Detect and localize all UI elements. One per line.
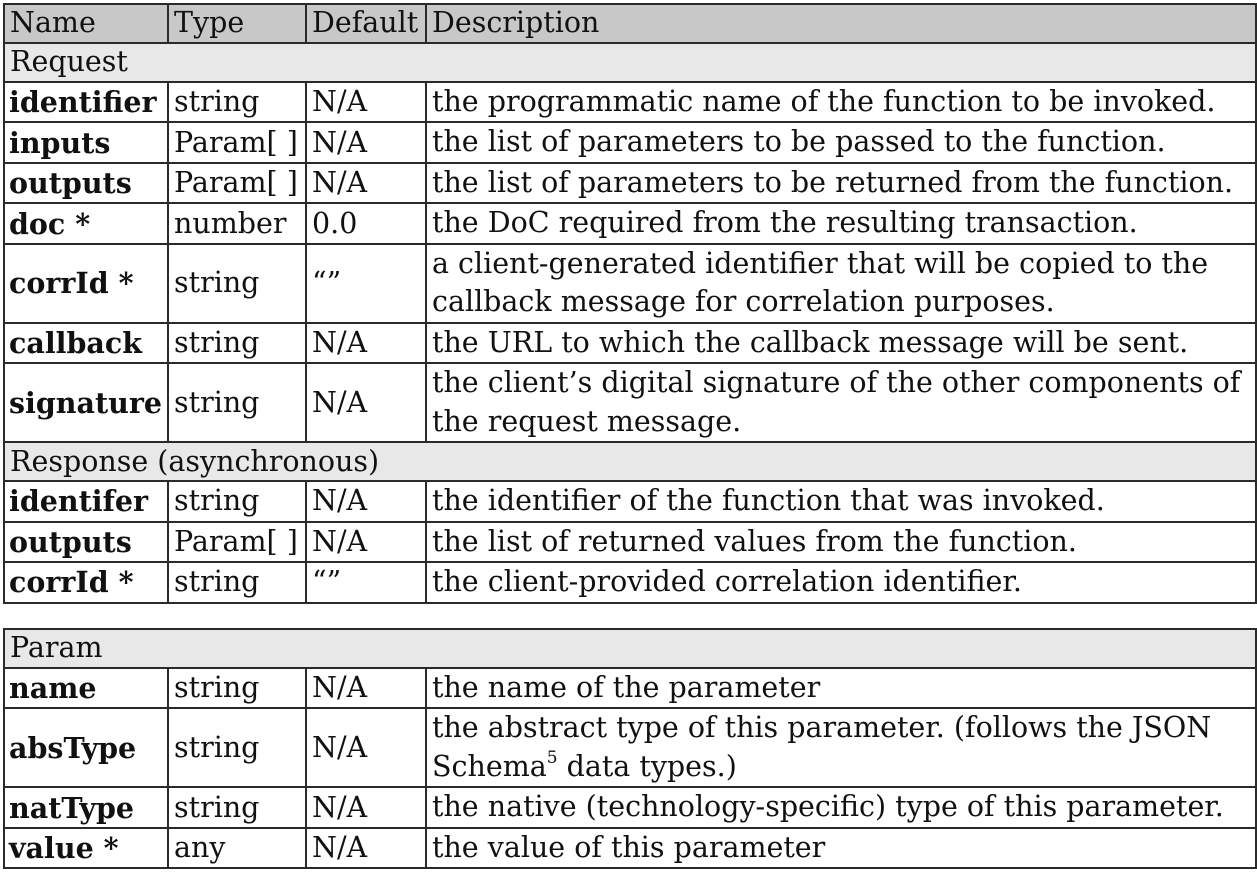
field-description: the client-provided correlation identifi… xyxy=(425,561,1257,604)
table-row: absType string N/A the abstract type of … xyxy=(3,707,1257,789)
field-name: corrId * xyxy=(3,242,169,324)
field-type: string xyxy=(167,480,307,523)
field-default: 0.0 xyxy=(305,202,427,245)
field-default: N/A xyxy=(305,161,427,205)
field-description: the abstract type of this parameter. (fo… xyxy=(424,707,1257,789)
field-default: N/A xyxy=(305,80,427,124)
header-row: Name Type Default Description xyxy=(3,3,1257,44)
table-row: value * any N/A the value of this parame… xyxy=(3,826,1257,870)
field-default: N/A xyxy=(305,321,427,365)
field-default: N/A xyxy=(305,121,427,164)
description-text: the abstract type of this parameter. (fo… xyxy=(432,711,1212,783)
field-name: inputs xyxy=(3,121,169,164)
field-type: number xyxy=(167,202,307,245)
field-name: absType xyxy=(3,707,169,789)
footnote-mark: 5 xyxy=(546,748,558,769)
field-default: N/A xyxy=(305,826,427,870)
field-description: the identifier of the function that was … xyxy=(425,480,1257,523)
field-default: N/A xyxy=(305,520,427,564)
field-description: the native (technology-specific) type of… xyxy=(424,786,1257,829)
section-label: Request xyxy=(3,42,1257,83)
section-row-request: Request xyxy=(3,42,1257,83)
field-type: any xyxy=(167,826,307,870)
table-row: corrId * string “” a client-generated id… xyxy=(3,242,1257,324)
table-row: doc * number 0.0 the DoC required from t… xyxy=(3,202,1257,245)
table-row: inputs Param[ ] N/A the list of paramete… xyxy=(3,121,1257,164)
field-name: identifier xyxy=(3,80,169,124)
field-default: N/A xyxy=(305,480,427,523)
header-type: Type xyxy=(167,3,307,44)
param-table: Param name string N/A the name of the pa… xyxy=(2,628,1257,870)
field-name: signature xyxy=(3,362,169,444)
table-row: outputs Param[ ] N/A the list of paramet… xyxy=(3,161,1257,205)
field-name: value * xyxy=(3,826,169,870)
section-row-response: Response (asynchronous) xyxy=(3,441,1257,483)
field-description: the name of the parameter xyxy=(424,666,1257,710)
field-type: string xyxy=(167,786,307,829)
field-default: N/A xyxy=(305,362,427,444)
field-default: “” xyxy=(305,242,427,324)
section-row-param: Param xyxy=(2,628,1257,669)
header-name: Name xyxy=(3,3,169,44)
field-description: the list of parameters to be returned fr… xyxy=(425,161,1257,205)
field-type: string xyxy=(167,707,307,789)
field-name: outputs xyxy=(3,520,169,564)
field-default: “” xyxy=(305,561,427,604)
field-type: string xyxy=(167,321,307,365)
field-name: doc * xyxy=(3,202,169,245)
table-row: name string N/A the name of the paramete… xyxy=(3,666,1257,710)
header-description: Description xyxy=(425,3,1257,44)
function-request-response-table: Name Type Default Description Request id… xyxy=(3,3,1257,604)
field-name: outputs xyxy=(3,161,169,205)
field-description: a client-generated identifier that will … xyxy=(425,242,1257,324)
field-type: string xyxy=(167,666,307,710)
field-default: N/A xyxy=(305,666,427,710)
field-default: N/A xyxy=(305,786,427,829)
field-name: natType xyxy=(3,786,169,829)
field-description: the list of parameters to be passed to t… xyxy=(425,121,1257,164)
field-default: N/A xyxy=(305,707,427,789)
table-row: identifier string N/A the programmatic n… xyxy=(3,80,1257,124)
section-label: Param xyxy=(2,628,1257,669)
field-type: Param[ ] xyxy=(167,121,307,164)
field-type: string xyxy=(167,242,307,324)
field-name: name xyxy=(3,666,169,710)
table-row: outputs Param[ ] N/A the list of returne… xyxy=(3,520,1257,564)
field-name: corrId * xyxy=(3,561,169,604)
field-description: the programmatic name of the function to… xyxy=(425,80,1257,124)
table-row: identifer string N/A the identifier of t… xyxy=(3,480,1257,523)
field-description: the list of returned values from the fun… xyxy=(425,520,1257,564)
table-row: callback string N/A the URL to which the… xyxy=(3,321,1257,365)
section-label: Response (asynchronous) xyxy=(3,441,1257,483)
field-type: Param[ ] xyxy=(167,520,307,564)
field-type: string xyxy=(167,80,307,124)
field-description: the value of this parameter xyxy=(424,826,1257,870)
description-tail: data types.) xyxy=(557,749,737,783)
table-row: corrId * string “” the client-provided c… xyxy=(3,561,1257,604)
field-description: the DoC required from the resulting tran… xyxy=(425,202,1257,245)
field-description: the URL to which the callback message wi… xyxy=(425,321,1257,365)
table-row: natType string N/A the native (technolog… xyxy=(3,786,1257,829)
field-name: identifer xyxy=(3,480,169,523)
field-description: the client’s digital signature of the ot… xyxy=(425,362,1257,444)
table-row: signature string N/A the client’s digita… xyxy=(3,362,1257,444)
field-type: Param[ ] xyxy=(167,161,307,205)
field-name: callback xyxy=(3,321,169,365)
header-default: Default xyxy=(305,3,427,44)
field-type: string xyxy=(167,561,307,604)
field-type: string xyxy=(167,362,307,444)
